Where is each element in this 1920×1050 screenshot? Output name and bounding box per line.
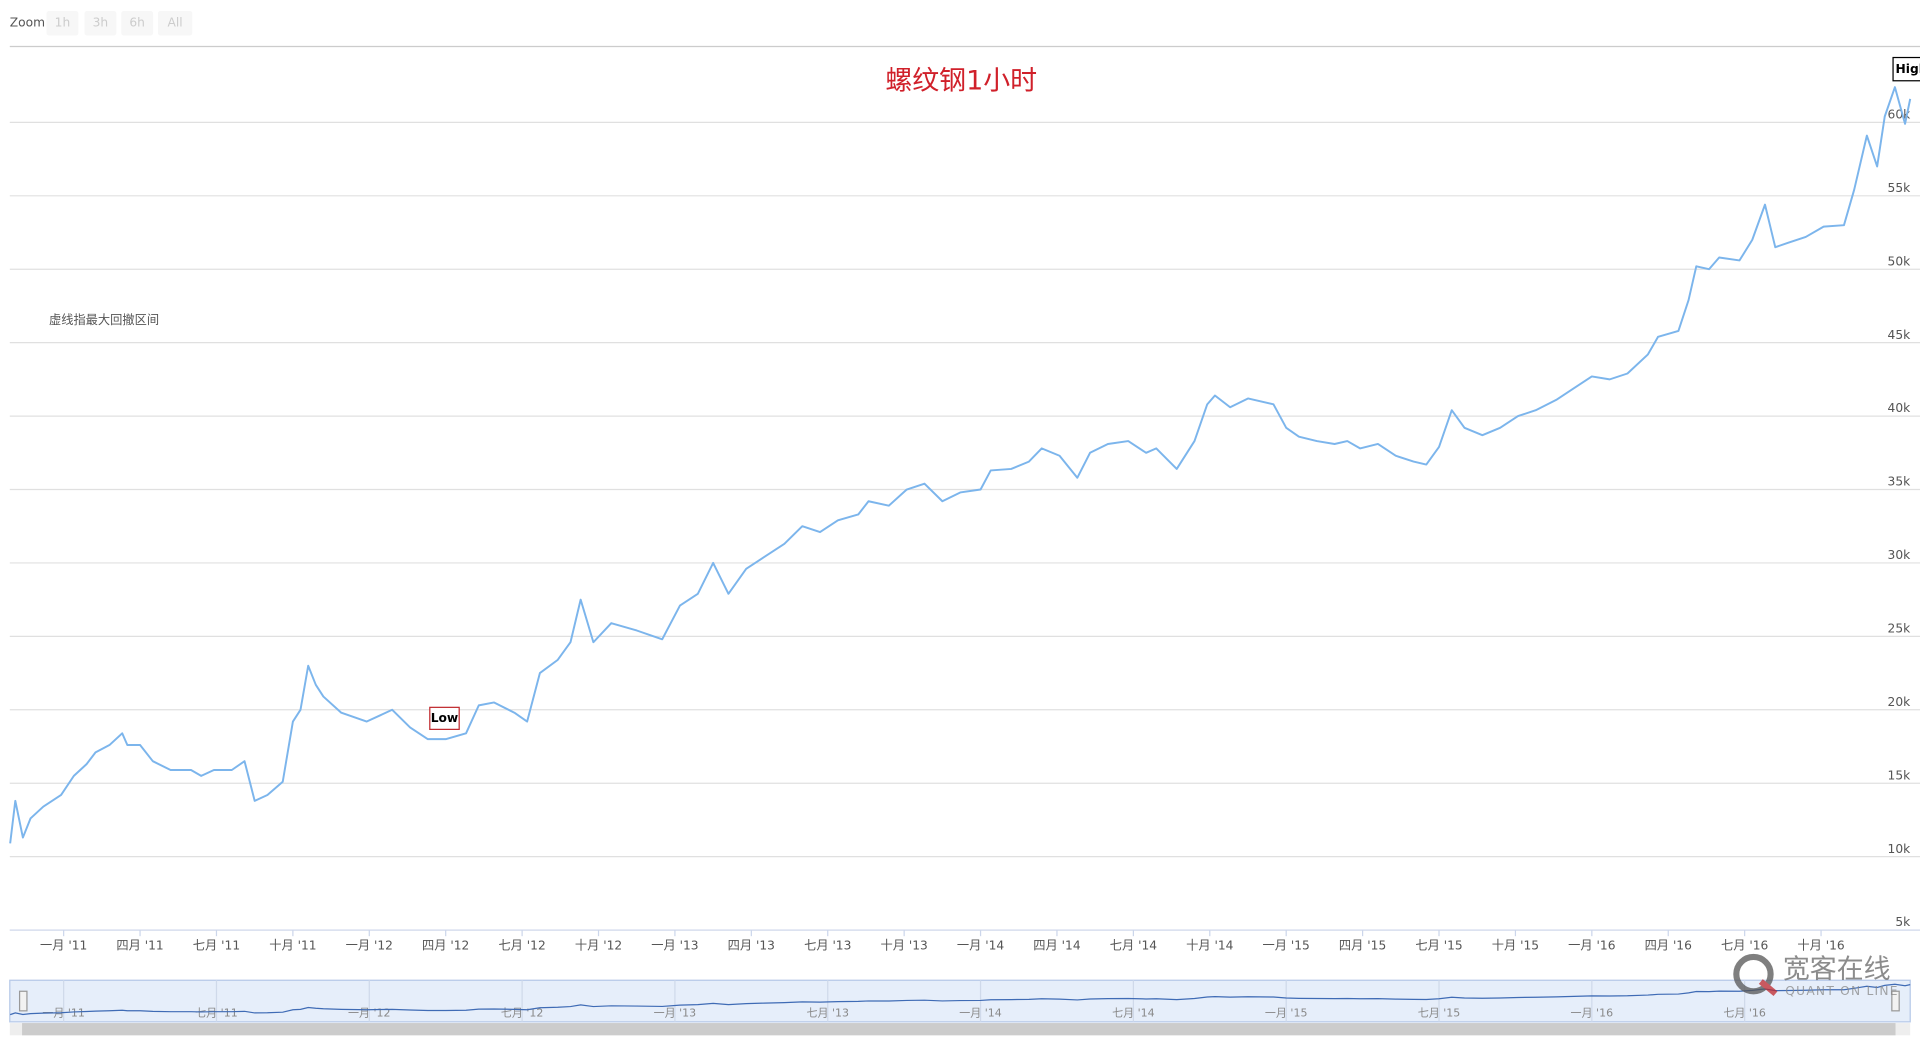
zoom-6h[interactable]: 6h [121,11,154,36]
y-tick-label: 25k [1888,622,1912,636]
x-tick-label: 七月 '12 [498,938,545,952]
x-tick-label: 十月 '11 [269,938,316,952]
button-bg[interactable] [84,11,117,36]
x-tick-label: 十月 '14 [1186,938,1234,952]
watermark-subtitle: QUANT ON LINE [1785,984,1898,998]
x-tick-label: 四月 '11 [116,938,163,952]
navigator-handle[interactable] [1891,990,1900,1012]
x-tick-label: 一月 '15 [1263,938,1310,952]
flag-box [429,706,460,730]
y-tick-label: 5k [1895,915,1911,929]
logo [1733,953,1774,995]
zoom-1h[interactable]: 1h [46,11,79,36]
navigator-x-label: 七月 '13 [806,1006,849,1019]
x-tick-label: 七月 '13 [804,938,851,952]
y-tick-label: 35k [1888,475,1912,489]
zoom-3h[interactable]: 3h [84,11,117,36]
button-bg[interactable] [46,11,79,36]
navigator-series [9,983,1911,1016]
y-tick-label: 60k [1888,108,1912,122]
x-tick-label: 七月 '16 [1721,938,1769,952]
high-flag: High [1892,56,1920,82]
flag-label: High [1896,62,1920,76]
navigator-x-label: 一月 '15 [1265,1006,1308,1019]
button-label[interactable]: 6h [129,16,145,30]
x-tick-label: 一月 '11 [40,938,87,952]
navigator-handle[interactable] [18,990,28,1012]
y-tick-label: 55k [1888,181,1912,195]
logo [1758,979,1778,997]
x-tick-label: 一月 '14 [957,938,1005,952]
annotation: 虚线指最大回撤区间 [49,312,159,327]
button-bg[interactable] [157,11,193,36]
navigator-x-label: 一月 '13 [654,1006,697,1019]
chart-title: 螺纹钢1小时 [885,65,1037,96]
marks: 5k 10k 15k 20k 25k 30k 35k 40k 45k 50k 55k 60k 一月 '1… [9,86,1920,1022]
x-tick-label: 一月 '13 [651,938,698,952]
zoom-all[interactable]: All [157,11,193,36]
x-tick-label: 四月 '14 [1033,938,1081,952]
zoom-label: Zoom [10,16,45,30]
navigator-x-label: 七月 '14 [1112,1006,1155,1019]
button-bg[interactable] [121,11,154,36]
y-tick-label: 50k [1888,254,1912,268]
watermark: 宽客在线 QUANT ON LINE [1733,953,1898,998]
x-tick-label: 四月 '16 [1645,938,1693,952]
x-tick-label: 七月 '14 [1110,938,1158,952]
navigator-x-label: 七月 '16 [1723,1006,1766,1019]
x-tick-label: 一月 '12 [346,938,393,952]
y-tick-label: 10k [1888,842,1912,856]
y-tick-label: 45k [1888,328,1912,342]
x-tick-label: 十月 '12 [575,938,622,952]
flag-box [1892,56,1920,82]
line-series [9,86,1912,844]
button-label[interactable]: All [168,16,183,30]
navigator-x-label: 七月 '15 [1418,1006,1461,1019]
y-tick-label: 40k [1888,401,1912,415]
watermark-name: 宽客在线 [1783,954,1891,985]
navigator-x-label: 一月 '16 [1571,1006,1614,1019]
x-tick-label: 四月 '12 [422,938,469,952]
button-label[interactable]: 1h [55,16,71,30]
navigator-x-label: 一月 '14 [959,1006,1002,1019]
x-tick-label: 七月 '11 [193,938,240,952]
x-tick-label: 一月 '16 [1568,938,1616,952]
button-label[interactable]: 3h [93,16,109,30]
y-tick-label: 30k [1888,548,1912,562]
x-tick-label: 十月 '16 [1797,938,1845,952]
x-tick-label: 七月 '15 [1415,938,1462,952]
x-tick-label: 四月 '15 [1339,938,1386,952]
x-tick-label: 十月 '13 [880,938,927,952]
low-flag: Low [429,706,460,730]
y-tick-label: 15k [1888,768,1912,782]
y-tick-label: 20k [1888,695,1912,709]
scrollbar-thumb[interactable] [22,1023,1896,1036]
flag-label: Low [431,711,459,725]
x-tick-label: 十月 '15 [1492,938,1539,952]
navigator-x-label: 一月 '12 [348,1006,391,1019]
x-tick-label: 四月 '13 [728,938,775,952]
navigator-x-label: 七月 '11 [195,1006,238,1019]
